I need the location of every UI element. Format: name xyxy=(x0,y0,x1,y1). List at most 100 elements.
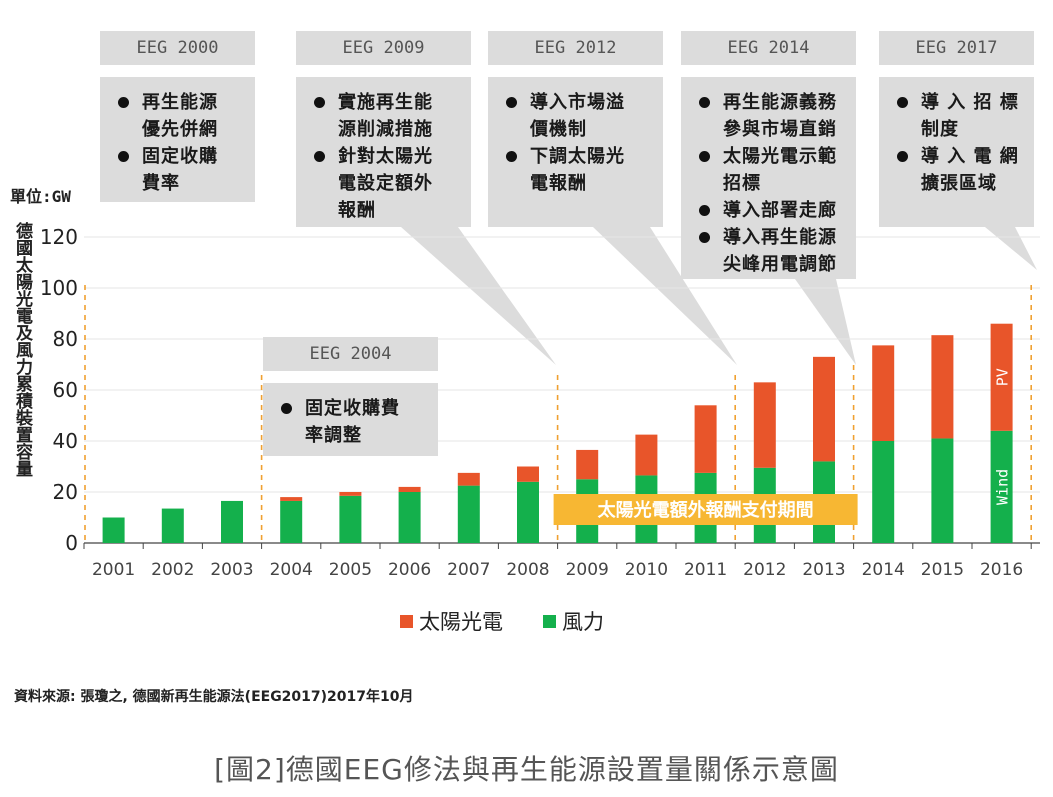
bullet-icon xyxy=(281,403,292,414)
bar-wind-2014 xyxy=(872,441,895,543)
bullet-icon xyxy=(506,97,517,108)
legend-label-wind: 風力 xyxy=(562,610,604,634)
x-tick-label: 2012 xyxy=(743,560,786,580)
bar-pv-2016 xyxy=(990,323,1013,431)
bar-pv-2010 xyxy=(635,434,658,476)
bar-pv-2009 xyxy=(576,449,599,480)
legend-swatch-wind xyxy=(543,614,556,628)
bar-wind-2004 xyxy=(280,500,303,543)
era-item: 導入市場溢 價機制 xyxy=(504,89,649,143)
era-item: 再生能源義務 參與市場直銷 xyxy=(697,89,842,143)
bar-wind-2001 xyxy=(102,517,125,543)
era-pointer-eeg2009 xyxy=(401,227,556,365)
y-tick-label: 120 xyxy=(40,225,78,249)
era-box-eeg2009: 實施再生能 源削減措施 針對太陽光 電設定額外 報酬 xyxy=(296,77,471,227)
bar-pv-2006 xyxy=(398,486,421,492)
bullet-icon xyxy=(506,151,517,162)
inbar-label-pv: PV xyxy=(994,368,1012,386)
era-pointer-eeg2017 xyxy=(985,227,1037,270)
bar-pv-2015 xyxy=(931,335,954,439)
era-box-eeg2017: 導 入 招 標制度 導 入 電 網擴張區域 xyxy=(879,77,1034,227)
era-box-eeg2000: 再生能源 優先併網 固定收購 費率 xyxy=(100,77,255,202)
x-tick-label: 2004 xyxy=(270,560,313,580)
era-tag-eeg2012: EEG 2012 xyxy=(488,31,663,65)
bullet-icon xyxy=(699,97,710,108)
era-box-eeg2012: 導入市場溢 價機制 下調太陽光 電報酬 xyxy=(488,77,663,227)
era-item: 針對太陽光 電設定額外 報酬 xyxy=(312,143,457,224)
bar-wind-2005 xyxy=(339,495,362,543)
x-tick-label: 2014 xyxy=(862,560,905,580)
highlight-label: 太陽光電額外報酬支付期間 xyxy=(598,499,814,521)
bullet-icon xyxy=(699,151,710,162)
bullet-icon xyxy=(897,97,908,108)
bar-wind-2007 xyxy=(457,485,480,543)
legend-label-pv: 太陽光電 xyxy=(419,610,503,634)
x-tick-label: 2001 xyxy=(92,560,135,580)
era-item: 導 入 招 標制度 xyxy=(895,89,1020,143)
era-item: 再生能源 優先併網 xyxy=(116,89,241,143)
bullet-icon xyxy=(314,97,325,108)
x-tick-label: 2005 xyxy=(329,560,372,580)
era-pointer-eeg2014 xyxy=(795,279,856,365)
era-tag-eeg2000: EEG 2000 xyxy=(100,31,255,65)
y-tick-label: 20 xyxy=(53,480,78,504)
y-axis-title: 德國太陽光電及風力累積裝置容量 xyxy=(12,222,32,477)
era-box-eeg2014: 再生能源義務 參與市場直銷 太陽光電示範 招標 導入部署走廊 導入再生能源 尖峰用電調… xyxy=(681,77,856,279)
bar-pv-2007 xyxy=(457,472,480,486)
chart-canvas: 0 20 40 60 80 100 120 2001 2002 2003 2004 2005 2006 2… xyxy=(40,225,1040,580)
y-tick-label: 0 xyxy=(65,531,78,555)
era-tag-eeg2009: EEG 2009 xyxy=(296,31,471,65)
era-box-eeg2004: 固定收購費 率調整 xyxy=(263,383,438,456)
era-tag-eeg2014: EEG 2014 xyxy=(681,31,856,65)
bar-pv-2014 xyxy=(872,345,895,441)
highlight-band xyxy=(553,494,858,525)
x-tick-label: 2011 xyxy=(684,560,727,580)
unit-label: 單位:GW xyxy=(10,187,71,206)
x-tick-label: 2015 xyxy=(921,560,964,580)
legend-swatch-pv xyxy=(400,614,413,628)
bar-pv-2008 xyxy=(517,466,539,482)
bar-pv-2011 xyxy=(694,405,717,473)
x-tick-label: 2003 xyxy=(210,560,253,580)
bar-pv-2012 xyxy=(753,382,776,468)
legend-item-pv: 太陽光電 xyxy=(400,606,503,636)
bullet-icon xyxy=(118,151,129,162)
source-note: 資料來源: 張瓊之, 德國新再生能源法(EEG2017)2017年10月 xyxy=(14,689,414,705)
era-item: 固定收購費 率調整 xyxy=(279,395,424,449)
y-tick-label: 40 xyxy=(53,429,78,453)
era-item: 導 入 電 網擴張區域 xyxy=(895,143,1020,197)
bullet-icon xyxy=(314,151,325,162)
figure-caption: [圖2]德國EEG修法與再生能源設置量關係示意圖 xyxy=(214,753,839,786)
era-tag-eeg2017: EEG 2017 xyxy=(879,31,1034,65)
x-tick-label: 2010 xyxy=(625,560,668,580)
bar-pv-2005 xyxy=(339,492,362,496)
bullet-icon xyxy=(699,232,710,243)
bullet-icon xyxy=(699,205,710,216)
era-item: 固定收購 費率 xyxy=(116,143,241,197)
bar-wind-2003 xyxy=(221,500,243,543)
era-item: 太陽光電示範 招標 xyxy=(697,143,842,197)
y-tick-label: 60 xyxy=(53,378,78,402)
x-tick-label: 2009 xyxy=(566,560,609,580)
x-tick-label: 2016 xyxy=(980,560,1023,580)
bar-pv-2004 xyxy=(280,497,303,501)
era-item: 下調太陽光 電報酬 xyxy=(504,143,649,197)
era-tag-eeg2004: EEG 2004 xyxy=(263,337,438,371)
bullet-icon xyxy=(118,97,129,108)
x-tick-label: 2007 xyxy=(447,560,490,580)
y-tick-label: 100 xyxy=(40,276,78,300)
x-tick-label: 2006 xyxy=(388,560,431,580)
era-item: 導入部署走廊 xyxy=(697,197,842,224)
x-tick-label: 2008 xyxy=(506,560,549,580)
bar-wind-2015 xyxy=(931,438,954,543)
y-tick-label: 80 xyxy=(53,327,78,351)
era-item: 導入再生能源 尖峰用電調節 xyxy=(697,224,842,278)
bar-pv-2013 xyxy=(813,356,835,462)
bar-wind-2016 xyxy=(990,430,1013,543)
bar-wind-2008 xyxy=(517,481,539,543)
bar-wind-2002 xyxy=(161,508,184,543)
bar-wind-2006 xyxy=(398,492,421,543)
legend-item-wind: 風力 xyxy=(543,606,604,636)
legend: 太陽光電 風力 xyxy=(400,606,604,636)
era-pointer-eeg2012 xyxy=(593,227,737,365)
